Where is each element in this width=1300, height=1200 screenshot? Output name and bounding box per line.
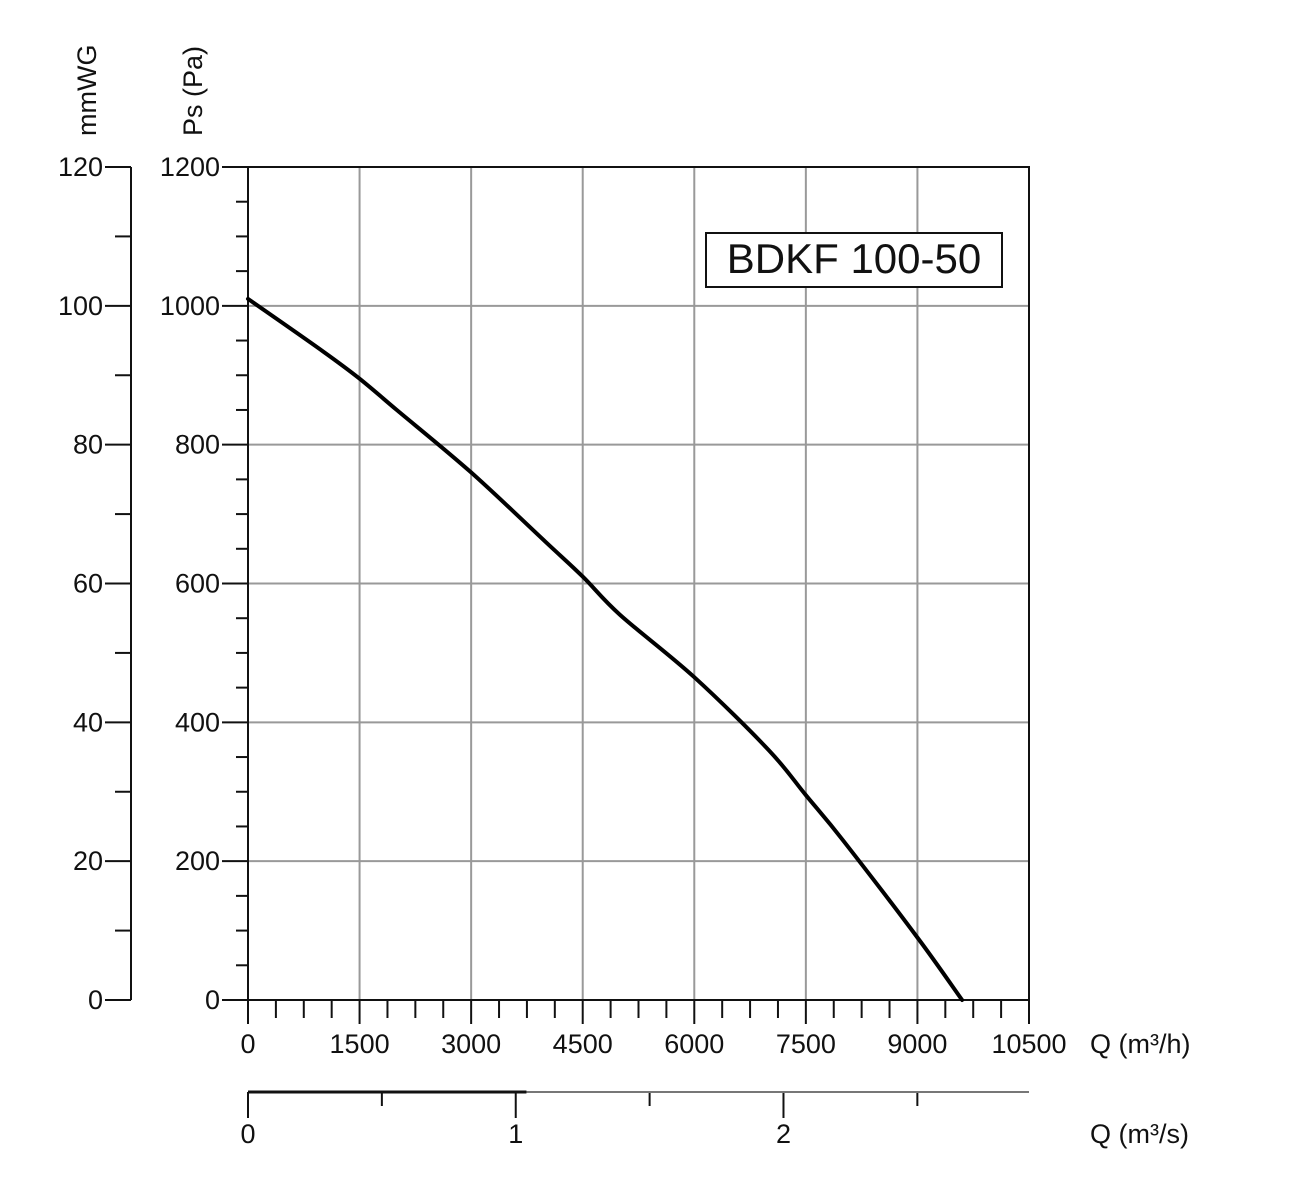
ps-tick-label: 1200	[160, 152, 220, 182]
ps-tick-label: 800	[175, 430, 220, 460]
performance-curve	[246, 296, 965, 1002]
q-m3h-tick-label: 6000	[664, 1029, 724, 1059]
q-m3s-tick-label: 0	[240, 1119, 255, 1149]
ps-tick-label: 0	[205, 985, 220, 1015]
q-m3s-tick-label: 1	[508, 1119, 523, 1149]
model-label-box	[705, 232, 1003, 288]
q-m3h-tick-label: 4500	[553, 1029, 613, 1059]
q-m3h-tick-label: 7500	[776, 1029, 836, 1059]
ps-tick-label: 200	[175, 846, 220, 876]
mmwg-tick-label: 100	[58, 291, 103, 321]
mmwg-tick-label: 20	[73, 846, 103, 876]
mmwg-tick-label: 40	[73, 707, 103, 737]
q-m3h-tick-label: 0	[240, 1029, 255, 1059]
y2-axis-unit-label: mmWG	[72, 45, 102, 136]
q-m3h-tick-label: 10500	[991, 1029, 1066, 1059]
x-axis-unit-label: Q (m³/h)	[1090, 1029, 1191, 1059]
q-m3h-tick-label: 1500	[330, 1029, 390, 1059]
plot-frame	[247, 166, 1030, 1001]
mmwg-tick-label: 120	[58, 152, 103, 182]
ps-tick-label: 400	[175, 707, 220, 737]
model-label: BDKF 100-50	[727, 235, 981, 282]
mmwg-tick-label: 0	[88, 985, 103, 1015]
q-m3s-tick-label: 2	[776, 1119, 791, 1149]
q-m3h-tick-label: 3000	[441, 1029, 501, 1059]
q-m3h-tick-label: 9000	[887, 1029, 947, 1059]
ps-tick-label: 1000	[160, 291, 220, 321]
tick-labels: 0 1500 3000 4500 6000 7500 9000 105000200400600…	[58, 152, 1067, 1149]
ps-tick-label: 600	[175, 569, 220, 599]
tick-marks	[105, 166, 1030, 1118]
gridlines	[248, 167, 1029, 1000]
mmwg-tick-label: 80	[73, 430, 103, 460]
y-axis-unit-label: Ps (Pa)	[178, 46, 208, 136]
x2-axis-unit-label: Q (m³/s)	[1090, 1119, 1189, 1149]
mmwg-tick-label: 60	[73, 569, 103, 599]
